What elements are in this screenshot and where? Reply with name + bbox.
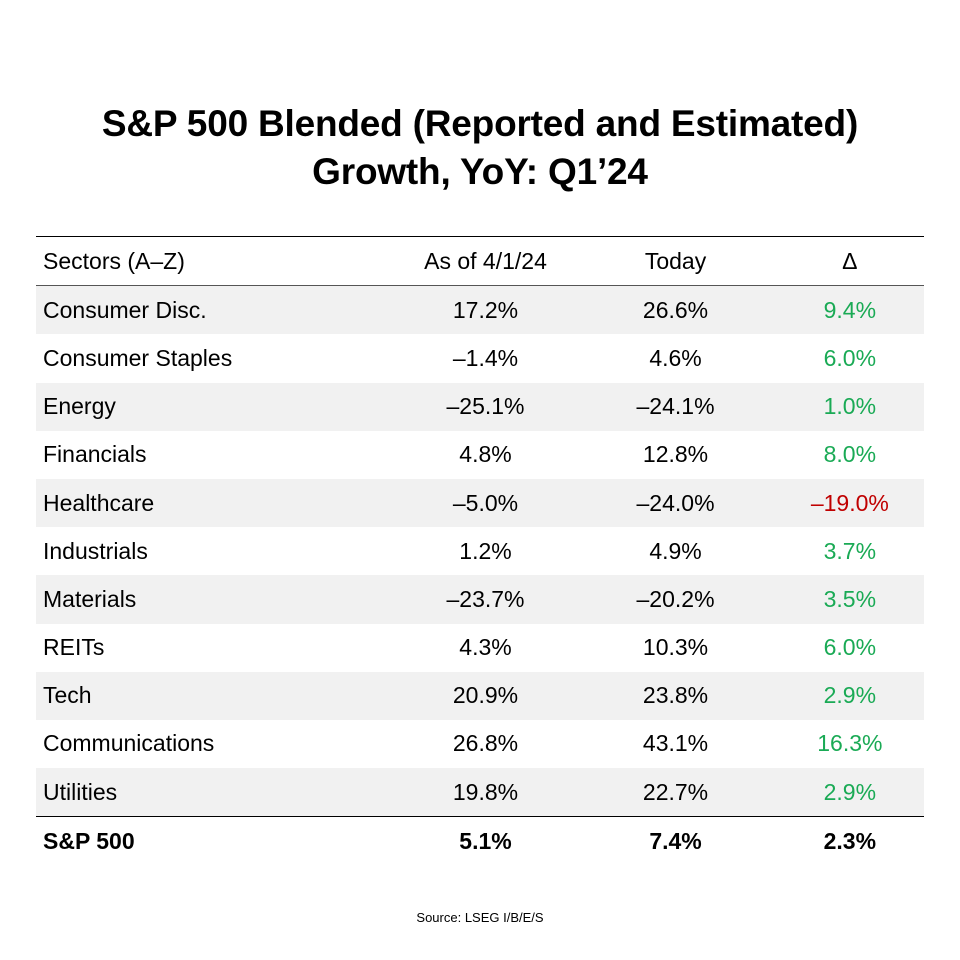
chart-title: S&P 500 Blended (Reported and Estimated)…	[0, 100, 960, 196]
title-line-1: S&P 500 Blended (Reported and Estimated)	[101, 103, 859, 144]
source-note: Source: LSEG I/B/E/S	[416, 910, 544, 925]
cell-today: –24.1%	[636, 393, 715, 420]
table-row: Consumer Staples –1.4% 4.6% 6.0%	[36, 334, 924, 382]
cell-today: 4.6%	[649, 344, 702, 371]
cell-sector: Materials	[43, 585, 137, 612]
table-row: Tech 20.9% 23.8% 2.9%	[36, 671, 924, 720]
cell-today: 23.8%	[642, 682, 709, 709]
cell-sector: Consumer Staples	[43, 344, 233, 371]
cell-today: –20.2%	[636, 585, 715, 612]
cell-delta: 6.0%	[823, 634, 877, 661]
cell-delta: 6.0%	[823, 344, 877, 371]
cell-sector: Industrials	[43, 537, 148, 564]
title-line-2: Growth, YoY: Q1’24	[312, 151, 648, 192]
table-row: Financials 4.8% 12.8% 8.0%	[36, 431, 924, 479]
table-row: Industrials 1.2% 4.9% 3.7%	[36, 527, 924, 575]
table-row: REITs 4.3% 10.3% 6.0%	[36, 624, 924, 672]
table-row: Energy –25.1% –24.1% 1.0%	[36, 382, 924, 431]
cell-as-of: 20.9%	[452, 682, 519, 709]
cell-delta: 2.9%	[823, 682, 877, 709]
cell-sector: REITs	[43, 634, 105, 661]
cell-as-of: –23.7%	[446, 585, 525, 612]
cell-as-of: –25.1%	[446, 393, 525, 420]
cell-as-of: 4.3%	[459, 634, 512, 661]
cell-delta: –19.0%	[810, 489, 889, 516]
header-as-of: As of 4/1/24	[424, 247, 547, 274]
cell-delta: 2.9%	[823, 778, 877, 805]
cell-sector: Tech	[43, 682, 92, 709]
total-as-of: 5.1%	[459, 827, 512, 854]
cell-sector: Communications	[43, 730, 215, 757]
cell-delta: 16.3%	[817, 730, 883, 757]
cell-today: 4.9%	[649, 537, 702, 564]
cell-delta: 1.0%	[823, 393, 877, 420]
cell-as-of: –5.0%	[452, 489, 519, 516]
table-row: Materials –23.7% –20.2% 3.5%	[36, 575, 924, 624]
cell-as-of: 19.8%	[452, 778, 519, 805]
table-header: Sectors (A–Z) As of 4/1/24 Today Δ	[36, 237, 924, 287]
cell-today: 26.6%	[642, 296, 709, 323]
cell-sector: Consumer Disc.	[43, 296, 207, 323]
cell-delta: 8.0%	[823, 441, 877, 468]
cell-today: 12.8%	[642, 441, 709, 468]
growth-table: Sectors (A–Z) As of 4/1/24 Today Δ Consu…	[36, 236, 924, 865]
cell-sector: Financials	[43, 441, 147, 468]
total-sector: S&P 500	[43, 827, 135, 854]
cell-as-of: 4.8%	[459, 441, 512, 468]
cell-today: 10.3%	[642, 634, 709, 661]
header-delta: Δ	[842, 247, 858, 274]
cell-as-of: 17.2%	[452, 296, 519, 323]
cell-delta: 3.5%	[823, 585, 877, 612]
table-row: Utilities 19.8% 22.7% 2.9%	[36, 768, 924, 817]
cell-today: –24.0%	[636, 489, 715, 516]
cell-as-of: –1.4%	[452, 344, 519, 371]
table-row: Healthcare –5.0% –24.0% –19.0%	[36, 478, 924, 528]
cell-as-of: 1.2%	[459, 537, 512, 564]
cell-sector: Utilities	[43, 778, 118, 805]
table-row: Communications 26.8% 43.1% 16.3%	[36, 720, 924, 768]
cell-today: 43.1%	[642, 730, 709, 757]
total-delta: 2.3%	[823, 827, 877, 854]
cell-delta: 9.4%	[823, 296, 877, 323]
table-row: Consumer Disc. 17.2% 26.6% 9.4%	[36, 286, 924, 335]
table-total-row: S&P 500 5.1% 7.4% 2.3%	[36, 816, 924, 865]
cell-as-of: 26.8%	[452, 730, 519, 757]
header-today: Today	[644, 247, 707, 274]
cell-sector: Energy	[43, 393, 116, 420]
header-sectors: Sectors (A–Z)	[43, 247, 185, 274]
cell-sector: Healthcare	[43, 489, 155, 516]
cell-today: 22.7%	[642, 778, 709, 805]
table-body: Consumer Disc. 17.2% 26.6% 9.4% Consumer Sta…	[36, 286, 924, 817]
cell-delta: 3.7%	[823, 537, 877, 564]
total-today: 7.4%	[649, 827, 702, 854]
